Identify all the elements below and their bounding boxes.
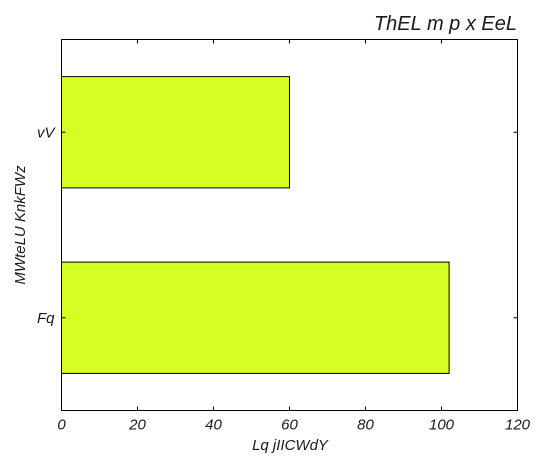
x-tick-label: 0 bbox=[57, 417, 66, 434]
ticks-layer: vV Fq 0 20 40 60 80 100 120 bbox=[37, 39, 531, 434]
y-tick-label: vV bbox=[37, 124, 57, 141]
x-tick-label: 20 bbox=[128, 417, 146, 434]
x-tick-label: 100 bbox=[429, 417, 455, 434]
x-tick-label: 120 bbox=[505, 417, 531, 434]
x-tick-label: 40 bbox=[205, 417, 222, 434]
x-axis-label: Lq jIICWdY bbox=[252, 437, 329, 454]
bar-vV bbox=[61, 76, 290, 189]
y-tick-label: Fq bbox=[37, 310, 55, 327]
chart-title: ThEL m p x EeL bbox=[374, 13, 517, 35]
plot-frame bbox=[61, 39, 518, 411]
x-tick-label: 80 bbox=[357, 417, 374, 434]
bars-layer bbox=[61, 76, 450, 374]
x-tick-label: 60 bbox=[281, 417, 298, 434]
bar-Fq bbox=[61, 261, 450, 374]
y-axis-label: MWteLU KnkFWz bbox=[12, 165, 29, 285]
